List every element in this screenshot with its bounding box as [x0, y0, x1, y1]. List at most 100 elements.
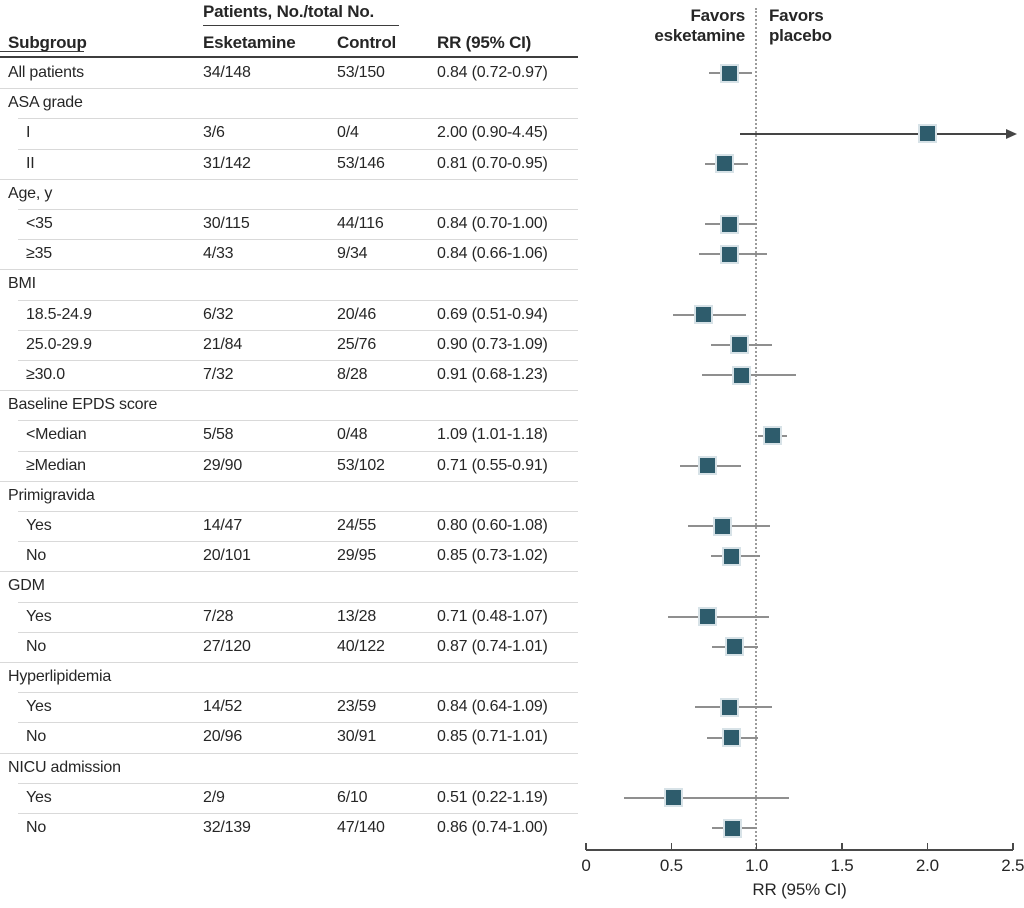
row-label: No: [26, 547, 47, 565]
column-header-esketamine: Esketamine: [203, 33, 296, 52]
row-separator: [18, 329, 578, 331]
esketamine-count: 14/47: [203, 517, 243, 535]
row-separator: [18, 118, 578, 120]
rr-point-marker: [719, 697, 739, 717]
row-label: 25.0-29.9: [26, 335, 92, 353]
axis-tick-label: 0.5: [659, 856, 683, 875]
control-count: 53/150: [337, 64, 385, 82]
table-section-row: BMI: [0, 269, 578, 299]
row-separator: [18, 631, 578, 633]
rr-ci-text: 0.84 (0.70-1.00): [437, 215, 548, 233]
rr-point-marker: [917, 124, 937, 143]
row-separator: [18, 601, 578, 603]
row-label: Baseline EPDS score: [8, 396, 158, 414]
row-separator: [18, 692, 578, 694]
rr-ci-text: 0.71 (0.48-1.07): [437, 607, 548, 625]
row-separator: [18, 148, 578, 150]
esketamine-count: 2/9: [203, 788, 225, 806]
control-count: 0/4: [337, 124, 359, 142]
esketamine-count: 27/120: [203, 637, 251, 655]
esketamine-count: 30/115: [203, 215, 250, 233]
esketamine-count: 20/101: [203, 547, 251, 565]
rr-point-marker: [713, 516, 733, 536]
rr-point-marker: [762, 426, 782, 445]
rr-point-marker: [694, 305, 714, 325]
esketamine-count: 14/52: [203, 698, 243, 716]
control-count: 30/91: [337, 728, 377, 746]
table-row: No 27/120 40/122 0.87 (0.74-1.01): [0, 631, 578, 662]
rr-point-marker: [719, 214, 739, 234]
control-count: 20/46: [337, 305, 377, 323]
row-label: ASA grade: [8, 94, 83, 112]
control-count: 24/55: [337, 517, 377, 535]
rr-point-marker: [663, 788, 683, 808]
row-separator: [18, 209, 578, 210]
axis-tick: [926, 842, 929, 850]
row-label: All patients: [8, 64, 84, 82]
esketamine-count: 7/32: [203, 366, 234, 384]
table-row: Yes 7/28 13/28 0.71 (0.48-1.07): [0, 601, 578, 632]
table-row: No 20/96 30/91 0.85 (0.71-1.01): [0, 722, 578, 752]
row-separator: [0, 662, 578, 663]
row-separator: [0, 571, 578, 573]
table-row: <Median 5/58 0/48 1.09 (1.01-1.18): [0, 420, 578, 450]
row-label: ≥Median: [26, 456, 86, 474]
axis-tick-label: 2.5: [1001, 856, 1024, 875]
esketamine-count: 4/33: [203, 245, 234, 263]
rr-ci-text: 0.84 (0.66-1.06): [437, 245, 548, 263]
axis-tick-label: 1.5: [830, 856, 854, 875]
rr-point-marker: [725, 637, 744, 657]
row-separator: [18, 450, 578, 452]
axis-tick: [755, 842, 758, 850]
row-label: Yes: [26, 698, 52, 716]
rr-point-marker: [697, 607, 717, 627]
table-section-row: Hyperlipidemia: [0, 662, 578, 692]
axis-tick-label: 0: [581, 856, 591, 875]
rr-ci-text: 0.69 (0.51-0.94): [437, 305, 548, 323]
table-row: Yes 14/52 23/59 0.84 (0.64-1.09): [0, 692, 578, 722]
row-separator: [0, 178, 578, 180]
row-label: <Median: [26, 426, 87, 444]
rr-ci-text: 0.85 (0.71-1.01): [437, 728, 548, 746]
favors-placebo-label: Favors placebo: [769, 6, 832, 45]
row-label: ≥30.0: [26, 366, 65, 384]
table-header-rule: [0, 56, 578, 58]
rr-point-marker: [723, 818, 743, 838]
row-label: 18.5-24.9: [26, 305, 92, 323]
rr-ci-text: 0.91 (0.68-1.23): [437, 366, 548, 384]
rr-ci-text: 0.86 (0.74-1.00): [437, 819, 548, 837]
ci-line: [667, 615, 769, 618]
column-header-control: Control: [337, 33, 397, 52]
row-label: <35: [26, 215, 53, 233]
row-separator: [0, 269, 578, 271]
row-separator: [0, 390, 578, 392]
table-row: ≥30.0 7/32 8/28 0.91 (0.68-1.23): [0, 360, 578, 390]
table-section-row: ASA grade: [0, 88, 578, 118]
rr-point-marker: [721, 546, 741, 566]
row-label: Yes: [26, 788, 52, 806]
rr-point-marker: [719, 63, 739, 83]
table-row: I 3/6 0/4 2.00 (0.90-4.45): [0, 118, 578, 148]
table-row: No 20/101 29/95 0.85 (0.73-1.02): [0, 541, 578, 571]
table-row: II 31/142 53/146 0.81 (0.70-0.95): [0, 148, 578, 179]
rr-ci-text: 0.87 (0.74-1.01): [437, 637, 548, 655]
table-section-row: GDM: [0, 571, 578, 601]
control-count: 13/28: [337, 607, 377, 625]
rr-point-marker: [730, 335, 750, 355]
control-count: 9/34: [337, 245, 368, 263]
table-row: No 32/139 47/140 0.86 (0.74-1.00): [0, 813, 578, 843]
row-label: No: [26, 637, 47, 655]
esketamine-count: 7/28: [203, 607, 234, 625]
control-count: 47/140: [337, 819, 385, 837]
row-separator: [18, 511, 578, 512]
rr-ci-text: 0.51 (0.22-1.19): [437, 788, 548, 806]
table-row: 25.0-29.9 21/84 25/76 0.90 (0.73-1.09): [0, 329, 578, 360]
row-label: II: [26, 154, 35, 172]
table-row: 18.5-24.9 6/32 20/46 0.69 (0.51-0.94): [0, 299, 578, 330]
ci-line: [739, 132, 1006, 135]
rr-point-marker: [721, 728, 741, 747]
esketamine-count: 29/90: [203, 456, 243, 474]
rr-point-marker: [714, 154, 734, 174]
row-label: ≥35: [26, 245, 52, 263]
